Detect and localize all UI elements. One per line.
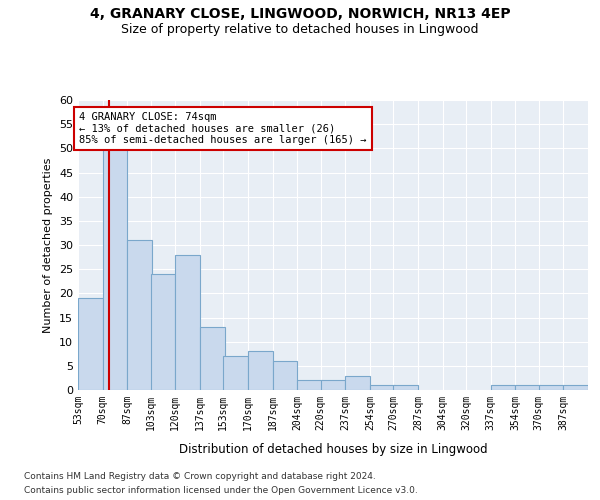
Bar [298, 380, 322, 390]
Bar [200, 327, 225, 390]
Bar [563, 385, 588, 390]
Bar [127, 240, 152, 390]
Bar [515, 385, 540, 390]
Bar [78, 298, 103, 390]
Bar [393, 385, 418, 390]
Bar [346, 376, 370, 390]
Bar [491, 385, 515, 390]
Text: Distribution of detached houses by size in Lingwood: Distribution of detached houses by size … [179, 442, 487, 456]
Bar [273, 361, 298, 390]
Text: Size of property relative to detached houses in Lingwood: Size of property relative to detached ho… [121, 22, 479, 36]
Bar [151, 274, 175, 390]
Bar [248, 352, 273, 390]
Bar [539, 385, 563, 390]
Bar [175, 254, 200, 390]
Bar [223, 356, 248, 390]
Text: 4 GRANARY CLOSE: 74sqm
← 13% of detached houses are smaller (26)
85% of semi-det: 4 GRANARY CLOSE: 74sqm ← 13% of detached… [79, 112, 367, 146]
Text: Contains public sector information licensed under the Open Government Licence v3: Contains public sector information licen… [24, 486, 418, 495]
Y-axis label: Number of detached properties: Number of detached properties [43, 158, 53, 332]
Text: Contains HM Land Registry data © Crown copyright and database right 2024.: Contains HM Land Registry data © Crown c… [24, 472, 376, 481]
Bar [320, 380, 346, 390]
Bar [370, 385, 395, 390]
Text: 4, GRANARY CLOSE, LINGWOOD, NORWICH, NR13 4EP: 4, GRANARY CLOSE, LINGWOOD, NORWICH, NR1… [89, 8, 511, 22]
Bar [103, 148, 127, 390]
